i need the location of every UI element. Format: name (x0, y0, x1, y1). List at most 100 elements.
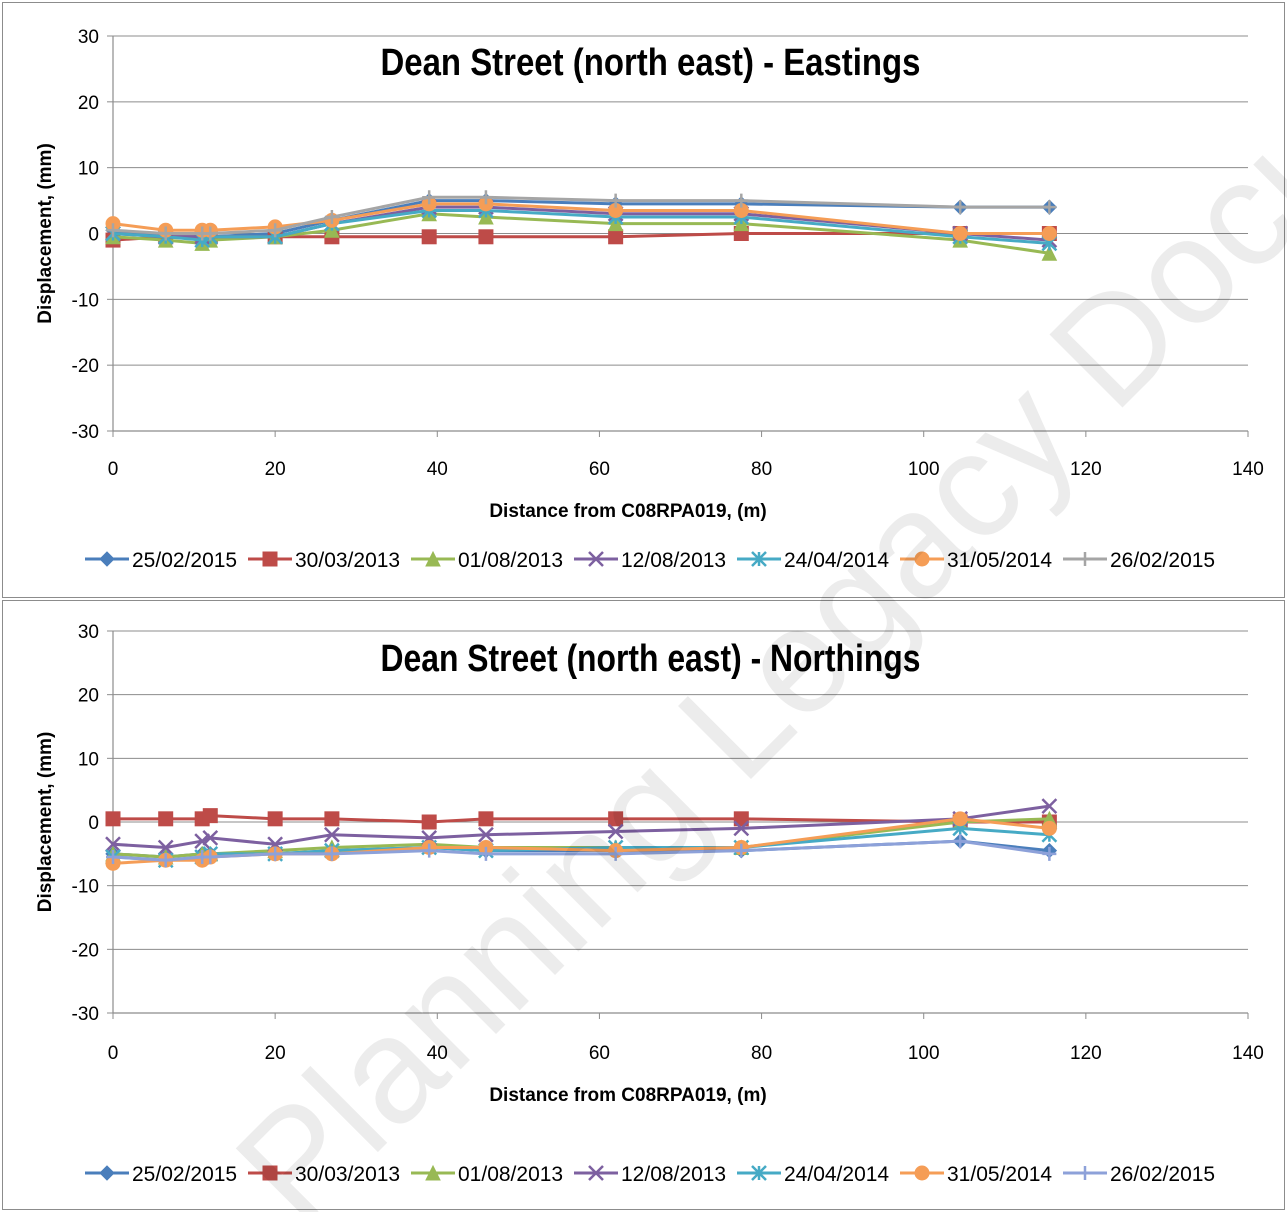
gridlines (113, 630, 1248, 1014)
series-line (112, 202, 1050, 235)
data-point (194, 833, 211, 849)
data-point (202, 808, 218, 824)
x-tick-label: 20 (265, 1043, 286, 1064)
legend-label: 31/05/2014 (947, 549, 1052, 572)
x-tick-label: 140 (1232, 1043, 1264, 1064)
x-tick-label: 80 (751, 1043, 772, 1064)
legend-marker (751, 1165, 767, 1181)
data-point (421, 229, 437, 245)
x-tick-label: 120 (1070, 459, 1102, 480)
x-tick-label: 40 (427, 1043, 448, 1064)
x-tick-label: 100 (908, 1043, 940, 1064)
legend-marker (262, 1165, 278, 1181)
series-line (112, 208, 1050, 245)
x-tick-label: 20 (265, 459, 286, 480)
data-point (106, 223, 120, 238)
legend-item: 26/02/2015 (1063, 549, 1215, 572)
x-tick-label: 0 (108, 1043, 119, 1064)
legend-marker (99, 551, 115, 567)
y-tick-label: -30 (72, 422, 99, 443)
data-point (324, 210, 339, 225)
x-tick-label: 120 (1070, 1043, 1102, 1064)
y-tick-label: -30 (72, 1004, 99, 1025)
legend-marker (262, 551, 278, 567)
data-point (478, 846, 493, 861)
data-point (1041, 820, 1057, 836)
data-point (267, 811, 283, 827)
data-point (1041, 798, 1058, 814)
legend-marker (99, 1165, 115, 1181)
legend-item: 24/04/2014 (737, 1163, 889, 1186)
data-point (952, 811, 968, 827)
data-point (733, 811, 749, 827)
legend-marker (914, 551, 930, 567)
data-point (324, 826, 340, 843)
y-axis-label: Displacement, (mm) (35, 732, 56, 913)
data-point (158, 811, 174, 827)
legend-item: 26/02/2015 (1063, 1163, 1215, 1186)
data-point (202, 830, 219, 846)
y-tick-label: 20 (78, 686, 99, 707)
legend-marker (425, 1164, 441, 1181)
data-point (268, 223, 283, 238)
data-point (733, 820, 750, 837)
data-point (203, 850, 218, 865)
legend-marker (588, 551, 604, 567)
legend-label: 25/02/2015 (132, 549, 237, 572)
y-tick-label: -10 (72, 877, 99, 898)
x-tick-label: 80 (751, 459, 772, 480)
data-point (608, 229, 624, 245)
data-point (478, 826, 494, 843)
y-tick-label: 10 (78, 159, 99, 180)
data-point (421, 814, 437, 830)
data-point (952, 226, 968, 241)
x-tick-label: 60 (589, 459, 610, 480)
series-26-02-2015 (106, 834, 1057, 868)
data-point (1041, 245, 1058, 261)
data-point (1042, 200, 1057, 215)
data-point (422, 843, 437, 858)
y-tick-label: 0 (88, 813, 99, 834)
data-point (608, 811, 624, 827)
x-tick-label: 100 (908, 459, 940, 480)
legend-marker (1078, 1166, 1092, 1180)
series-line (112, 804, 1050, 849)
data-point (105, 811, 121, 827)
y-tick-label: 0 (88, 225, 99, 246)
legend-marker (588, 1165, 604, 1181)
legend-label: 24/04/2014 (784, 1163, 889, 1186)
x-tick-label: 0 (108, 459, 119, 480)
data-point (478, 190, 493, 205)
chart-title: Dean Street (north east) - Northings (381, 638, 921, 680)
legend-item: 01/08/2013 (411, 549, 563, 572)
legend-item: 24/04/2014 (737, 549, 889, 572)
legend-label: 30/03/2013 (295, 549, 400, 572)
legend-label: 24/04/2014 (784, 549, 889, 572)
data-point (105, 836, 121, 853)
data-point (734, 843, 749, 858)
data-point (478, 811, 494, 827)
legend-label: 01/08/2013 (458, 549, 563, 572)
data-point (953, 834, 968, 849)
y-tick-label: 10 (78, 749, 99, 770)
y-tick-label: 30 (78, 622, 99, 643)
y-tick-label: -20 (72, 356, 99, 377)
legend-label: 12/08/2013 (621, 1163, 726, 1186)
legend-item: 12/08/2013 (574, 1163, 726, 1186)
data-point (953, 200, 968, 215)
data-point (1041, 226, 1057, 241)
legend-item: 25/02/2015 (85, 549, 237, 572)
data-point (608, 846, 623, 861)
x-tick-label: 40 (427, 459, 448, 480)
northings-chart-panel: 30 20 10 0 -10 -20 -30 0 20 40 60 80 100 120 140 Dean S… (2, 600, 1285, 1210)
legend-label: 01/08/2013 (458, 1163, 563, 1186)
data-point (478, 229, 494, 245)
y-tick-label: -20 (72, 940, 99, 961)
data-point (324, 846, 339, 861)
legend-item: 31/05/2014 (900, 549, 1052, 572)
data-point (157, 839, 174, 856)
legend-item: 30/03/2013 (248, 549, 400, 572)
data-point (324, 811, 340, 827)
